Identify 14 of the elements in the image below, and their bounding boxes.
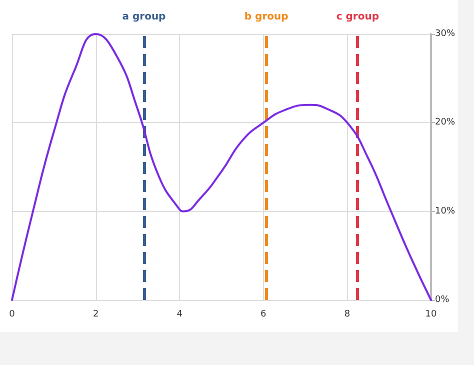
- x-tick-label: 4: [176, 310, 183, 320]
- ref-line-label: c group: [336, 12, 379, 22]
- y-tick-label: 0%: [434, 295, 450, 305]
- x-tick-label: 8: [344, 310, 350, 320]
- x-tick-label: 2: [92, 310, 99, 320]
- x-tick-label: 6: [260, 310, 267, 320]
- y-tick-label: 20%: [434, 118, 456, 128]
- y-tick-label: 30%: [434, 29, 456, 39]
- line-series: [11, 33, 432, 301]
- x-tick-label: 10: [425, 310, 437, 320]
- ref-line-label: b group: [244, 12, 288, 22]
- ref-line-label: a group: [122, 12, 166, 22]
- x-tick-label: 0: [9, 310, 16, 320]
- y-tick-label: 10%: [434, 206, 456, 216]
